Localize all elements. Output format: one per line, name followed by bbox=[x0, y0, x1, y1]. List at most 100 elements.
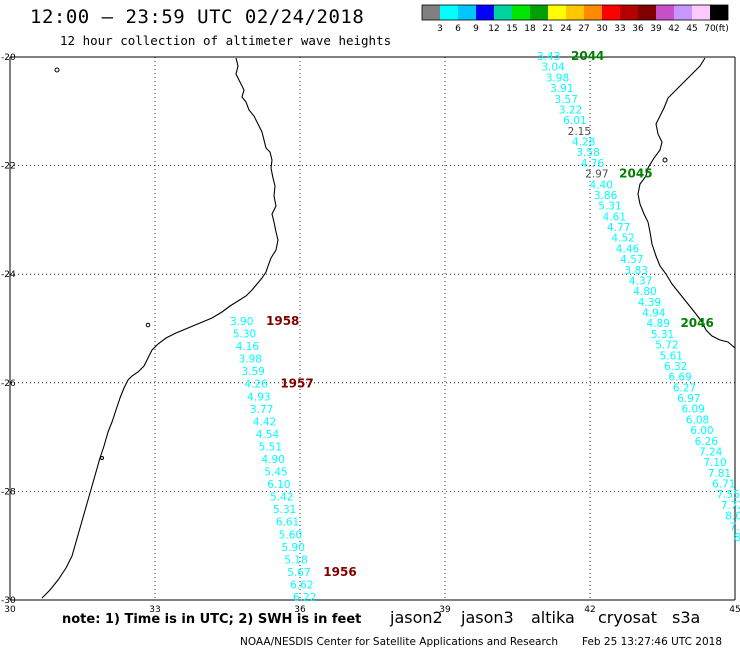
longitude-label: 33 bbox=[149, 605, 160, 615]
coastline bbox=[41, 57, 736, 599]
axis-labels: 30 33 36 39 42 45 -20 -22 -24 -26 -28 -30 bbox=[1, 53, 740, 615]
wave-height-label: 5.45 bbox=[264, 467, 287, 479]
legend-swatch bbox=[440, 5, 458, 20]
wave-height-label: 3.98 bbox=[546, 72, 569, 84]
legend-label: 33 bbox=[614, 24, 625, 34]
pass-time-label: 2046 bbox=[680, 316, 713, 330]
coastline-west bbox=[41, 57, 279, 599]
legend-swatch bbox=[584, 5, 602, 20]
legend-label: 27 bbox=[578, 24, 589, 34]
wave-height-label: 3.22 bbox=[559, 104, 582, 116]
longitude-label: 42 bbox=[584, 605, 595, 615]
pass-time-label: 2044 bbox=[571, 49, 604, 63]
satellite-label-jason2: jason2 bbox=[390, 608, 443, 627]
wave-height-label: 4.61 bbox=[603, 211, 626, 223]
longitude-label: 39 bbox=[439, 605, 451, 615]
legend-label: 70 bbox=[704, 24, 716, 34]
legend-swatch bbox=[710, 5, 728, 20]
wave-height-label: 5.18 bbox=[284, 554, 307, 566]
wave-height-label: 5.30 bbox=[233, 329, 256, 341]
wave-height-label: 8 bbox=[734, 532, 740, 544]
latitude-label: -22 bbox=[1, 162, 16, 172]
wave-height-label: 5.61 bbox=[660, 350, 683, 362]
wave-height-label: 3.91 bbox=[550, 83, 573, 95]
wave-height-label: 5.42 bbox=[270, 492, 293, 504]
wave-height-label: 3.86 bbox=[594, 190, 618, 202]
wave-height-label: 2.97 bbox=[585, 169, 608, 181]
wave-height-label: 4.94 bbox=[642, 308, 666, 320]
legend-label: 12 bbox=[488, 24, 499, 34]
footer-note: note: 1) Time is in UTC; 2) SWH is in fe… bbox=[62, 612, 362, 627]
wave-height-label: 4.89 bbox=[646, 318, 669, 330]
legend-label: 24 bbox=[560, 24, 572, 34]
wave-height-label: 4.39 bbox=[638, 297, 661, 309]
wave-height-label: 6.62 bbox=[290, 579, 313, 591]
wave-height-label: 4.54 bbox=[256, 429, 280, 441]
wave-height-label: 6.97 bbox=[677, 393, 700, 405]
wave-height-label: 6.09 bbox=[681, 404, 704, 416]
wave-height-label: 4.76 bbox=[581, 158, 605, 170]
legend-swatch bbox=[620, 5, 638, 20]
wave-height-label: 4.57 bbox=[620, 254, 643, 266]
legend-swatch bbox=[566, 5, 584, 20]
legend-swatch bbox=[674, 5, 692, 20]
wave-height-label: 8.0 bbox=[725, 511, 740, 523]
legend-label: 9 bbox=[473, 24, 479, 34]
wave-height-label: 3.90 bbox=[230, 316, 253, 328]
wave-height-label: 5.67 bbox=[287, 567, 310, 579]
wave-height-label: 6.69 bbox=[668, 372, 691, 384]
wave-height-label: 7.24 bbox=[699, 446, 723, 458]
longitude-label: 45 bbox=[729, 605, 740, 615]
wave-height-label: 5.51 bbox=[259, 441, 282, 453]
legend-swatch bbox=[458, 5, 476, 20]
legend-label: 3 bbox=[437, 24, 443, 34]
wave-height-label: 4.90 bbox=[262, 454, 285, 466]
island-dot bbox=[145, 322, 151, 328]
wave-height-label: 7. bbox=[730, 521, 740, 533]
wave-height-label: 3.83 bbox=[625, 265, 648, 277]
pass-time-label: 2045 bbox=[619, 167, 652, 181]
legend-label: (ft) bbox=[715, 24, 729, 34]
latitude-label: -28 bbox=[1, 487, 16, 497]
legend-label: 18 bbox=[524, 24, 536, 34]
legend-swatch bbox=[602, 5, 620, 20]
satellite-label-cryosat: cryosat bbox=[598, 608, 658, 627]
island-dot bbox=[662, 157, 668, 163]
longitude-label: 36 bbox=[294, 605, 306, 615]
legend-label: 30 bbox=[596, 24, 608, 34]
wave-height-label: 3.57 bbox=[555, 94, 578, 106]
credit-line: NOAA/NESDIS Center for Satellite Applica… bbox=[240, 636, 558, 648]
wave-height-label: 6.61 bbox=[276, 517, 299, 529]
wave-height-label: 5.72 bbox=[655, 340, 678, 352]
pass-time-label: 1956 bbox=[323, 565, 356, 579]
legend-label: 36 bbox=[632, 24, 644, 34]
wave-height-label: 6.27 bbox=[673, 382, 696, 394]
legend-swatch bbox=[548, 5, 566, 20]
wave-height-label: 5.31 bbox=[598, 201, 621, 213]
wave-height-label: 5.60 bbox=[279, 529, 302, 541]
legend-swatch bbox=[512, 5, 530, 20]
wave-height-label: 3.98 bbox=[239, 354, 262, 366]
coastline-madagascar bbox=[637, 57, 736, 349]
latitude-label: -24 bbox=[1, 270, 16, 280]
wave-height-label: 4.26 bbox=[244, 379, 268, 391]
wave-height-label: 4.16 bbox=[236, 341, 260, 353]
wave-height-label: 4.80 bbox=[633, 286, 656, 298]
wave-height-label: 4.52 bbox=[611, 233, 634, 245]
latitude-label: -30 bbox=[1, 596, 16, 606]
wave-height-label: 6.71 bbox=[712, 479, 735, 491]
wave-height-label: 4.77 bbox=[607, 222, 630, 234]
wave-height-label: 7.55 bbox=[716, 489, 739, 501]
legend-label: 21 bbox=[542, 24, 553, 34]
wave-height-label: 3.04 bbox=[541, 62, 565, 74]
legend-swatch bbox=[656, 5, 674, 20]
wave-height-label: 6.01 bbox=[563, 115, 586, 127]
map-subtitle: 12 hour collection of altimeter wave hei… bbox=[60, 33, 392, 48]
wave-height-label: 5.90 bbox=[282, 542, 305, 554]
wave-height-label: 4.40 bbox=[590, 179, 613, 191]
wave-height-label: 5.31 bbox=[651, 329, 674, 341]
altimeter-tracks: 3.905.304.163.983.594.264.933.774.424.54… bbox=[230, 49, 740, 604]
wave-height-label: 4.42 bbox=[253, 416, 276, 428]
wave-height-label: 3.59 bbox=[241, 366, 264, 378]
satellite-label-jason3: jason3 bbox=[461, 608, 514, 627]
